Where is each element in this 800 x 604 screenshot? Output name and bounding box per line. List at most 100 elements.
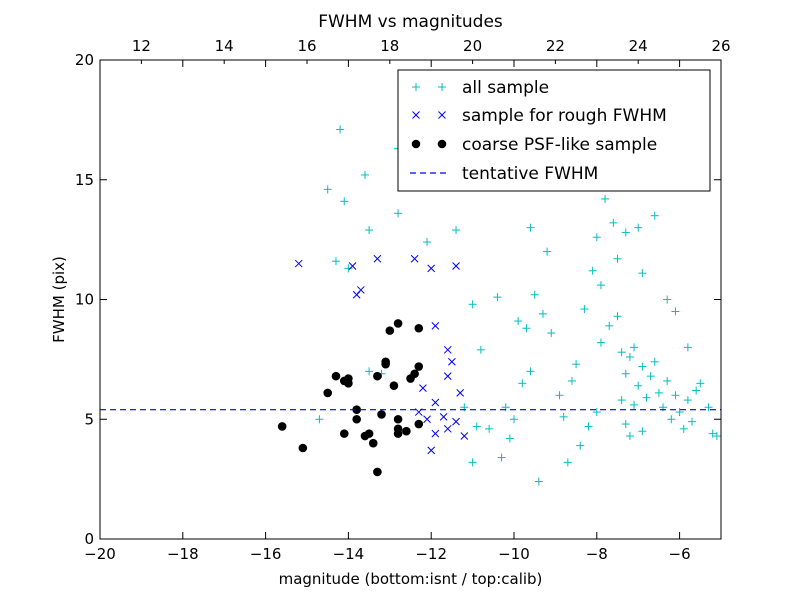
data-point	[356, 286, 365, 294]
data-point	[621, 369, 630, 378]
data-point	[423, 238, 432, 247]
data-point	[683, 396, 692, 405]
data-point	[609, 218, 618, 227]
data-point	[431, 429, 440, 438]
data-point	[373, 254, 382, 263]
data-point	[634, 381, 643, 390]
x-tick-label: −12	[415, 545, 447, 563]
data-point	[534, 477, 543, 486]
x-stroke-b	[419, 384, 427, 392]
data-point	[576, 441, 585, 450]
data-point	[617, 396, 626, 405]
data-point	[563, 458, 572, 467]
data-point	[580, 305, 589, 314]
data-point	[340, 197, 349, 206]
data-point	[364, 429, 374, 438]
y-tick-label: 10	[75, 291, 94, 309]
data-point	[646, 372, 655, 381]
data-point	[352, 414, 361, 424]
data-point	[393, 319, 403, 328]
data-point	[526, 223, 535, 232]
x-axis-label: magnitude (bottom:isnt / top:calib)	[279, 570, 543, 588]
data-point	[567, 376, 576, 385]
data-point	[431, 321, 440, 330]
data-point	[634, 223, 643, 232]
data-point	[443, 372, 452, 380]
data-point	[497, 453, 506, 462]
series-2	[277, 319, 424, 477]
data-point	[526, 367, 535, 376]
data-point	[638, 269, 647, 278]
series-1	[294, 254, 469, 455]
x-tick-label: −20	[84, 545, 116, 563]
data-point	[584, 422, 593, 431]
x-stroke-b	[373, 254, 382, 263]
data-point	[696, 379, 705, 388]
data-point	[510, 415, 518, 424]
data-point	[368, 438, 378, 448]
legend-item-line-0: tentative FWHM	[410, 164, 598, 184]
y-axis-label: FWHM (pix)	[50, 256, 68, 343]
data-point	[452, 226, 461, 235]
data-point	[452, 262, 460, 270]
data-point	[277, 422, 287, 431]
data-point	[667, 415, 676, 424]
data-point	[460, 432, 469, 440]
legend-item-1: sample for rough FWHM	[412, 106, 667, 126]
x-stroke-b	[452, 417, 460, 426]
data-point	[625, 352, 634, 361]
data-point	[315, 415, 324, 424]
data-point	[592, 233, 601, 242]
data-point	[439, 413, 448, 421]
data-point	[410, 369, 419, 379]
data-point	[613, 312, 622, 321]
top-tick-label: 12	[132, 37, 151, 55]
data-point	[547, 329, 556, 338]
data-point	[365, 367, 374, 376]
data-point	[476, 345, 485, 354]
top-tick-label: 26	[711, 37, 730, 55]
data-point	[331, 257, 340, 266]
x-tick-label: −14	[333, 545, 365, 563]
x-stroke-b	[448, 357, 456, 366]
data-point	[493, 293, 502, 302]
data-point	[389, 381, 399, 391]
data-point	[630, 343, 639, 352]
x-tick-label: −18	[167, 545, 199, 563]
data-point	[443, 424, 452, 433]
data-point	[596, 338, 605, 347]
top-tick-label: 18	[380, 37, 399, 55]
data-point	[712, 432, 721, 441]
data-point	[323, 388, 333, 398]
data-point	[514, 317, 523, 326]
data-point	[596, 281, 605, 290]
data-point	[427, 446, 436, 455]
data-point	[348, 262, 357, 270]
data-layer	[100, 125, 721, 486]
data-point	[592, 408, 601, 417]
legend-label: sample for rough FWHM	[462, 106, 667, 126]
data-point	[654, 388, 663, 397]
data-point	[650, 357, 659, 366]
data-point	[605, 321, 614, 330]
data-point	[518, 379, 527, 388]
data-point	[373, 467, 382, 477]
data-point	[621, 420, 630, 429]
data-point	[443, 345, 452, 354]
data-point	[505, 434, 514, 443]
data-point	[683, 343, 692, 352]
data-point	[613, 254, 622, 263]
data-point	[625, 432, 634, 441]
legend-item-0: all sample	[412, 78, 549, 98]
data-point	[365, 226, 374, 235]
data-point	[704, 403, 713, 412]
data-point	[448, 357, 456, 366]
x-stroke-b	[456, 389, 465, 397]
data-point	[456, 389, 465, 397]
data-point	[671, 391, 680, 400]
top-tick-label: 24	[629, 37, 648, 55]
data-point	[423, 415, 431, 424]
x-stroke-b	[348, 262, 357, 270]
data-point	[538, 309, 547, 318]
